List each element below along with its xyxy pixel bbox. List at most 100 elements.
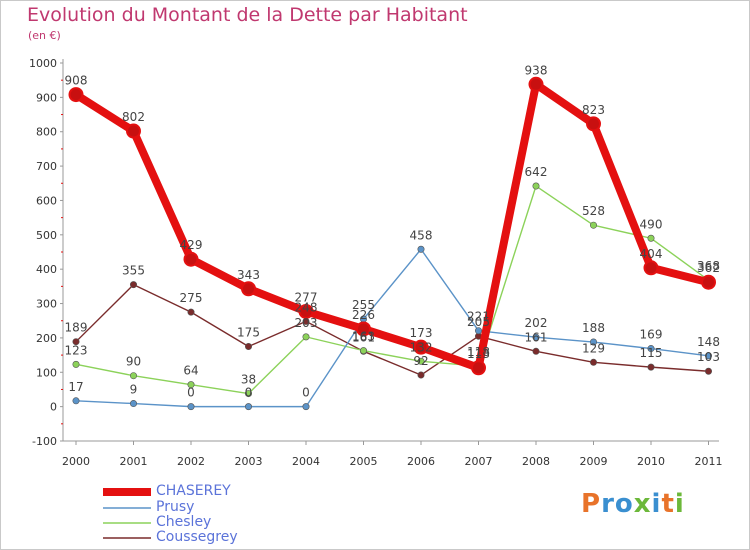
y-tick-label: 700 bbox=[36, 160, 57, 173]
data-point-chaserey bbox=[241, 281, 256, 297]
data-label-chaserey: 404 bbox=[640, 247, 663, 261]
data-point-chaserey bbox=[471, 360, 486, 376]
logo-letter: r bbox=[601, 489, 615, 519]
x-tick-label: 2007 bbox=[465, 455, 493, 468]
data-point-chaserey bbox=[68, 87, 84, 103]
data-point-prusy bbox=[130, 400, 138, 408]
data-label-chesley: 132 bbox=[410, 340, 433, 354]
data-label-chesley: 64 bbox=[183, 364, 198, 378]
series-line-prusy bbox=[75, 248, 710, 408]
data-label-chesley: 123 bbox=[65, 343, 88, 357]
data-point-prusy bbox=[474, 327, 482, 335]
data-label-prusy: 17 bbox=[68, 380, 83, 394]
data-point-chesley bbox=[532, 182, 540, 190]
data-point-coussegrey bbox=[589, 358, 597, 366]
data-point-chaserey bbox=[126, 123, 141, 139]
chart-subtitle: (en €) bbox=[28, 29, 61, 42]
data-point-prusy bbox=[704, 352, 712, 360]
data-point-chesley bbox=[647, 234, 655, 242]
data-label-chesley: 368 bbox=[697, 259, 720, 273]
data-point-prusy bbox=[589, 338, 597, 346]
data-point-coussegrey bbox=[417, 371, 425, 379]
data-label-prusy: 0 bbox=[302, 386, 310, 400]
y-tick-label: 300 bbox=[36, 298, 57, 311]
proxiti-logo: Proxiti bbox=[581, 489, 685, 519]
data-label-chesley: 90 bbox=[126, 355, 141, 369]
logo-letter: x bbox=[633, 489, 652, 519]
chart-title: Evolution du Montant de la Dette par Hab… bbox=[27, 4, 468, 26]
data-label-coussegrey: 248 bbox=[295, 300, 318, 314]
data-label-chesley: 490 bbox=[640, 217, 663, 231]
x-tick-label: 2008 bbox=[522, 455, 550, 468]
data-label-chaserey: 802 bbox=[122, 110, 145, 124]
data-point-chaserey bbox=[356, 321, 371, 337]
y-tick-label: 400 bbox=[36, 263, 57, 276]
logo-letter: i bbox=[651, 489, 662, 519]
data-point-prusy bbox=[417, 245, 425, 253]
data-point-chesley bbox=[302, 333, 310, 341]
data-point-prusy bbox=[187, 403, 195, 411]
data-point-chaserey bbox=[413, 339, 429, 355]
data-label-chaserey: 343 bbox=[237, 268, 260, 282]
data-point-chesley bbox=[359, 347, 367, 355]
legend-label-chaserey: CHASEREY bbox=[156, 483, 231, 499]
y-tick-label: -100 bbox=[32, 435, 57, 448]
y-tick-label: 600 bbox=[36, 194, 57, 207]
legend-label-prusy: Prusy bbox=[156, 499, 195, 515]
data-label-chaserey: 823 bbox=[582, 103, 605, 117]
data-point-prusy bbox=[245, 403, 253, 411]
x-tick-label: 2002 bbox=[177, 455, 205, 468]
data-label-chaserey: 173 bbox=[410, 326, 433, 340]
x-tick-label: 2000 bbox=[62, 455, 90, 468]
data-label-coussegrey: 355 bbox=[122, 264, 145, 278]
legend-swatch-chaserey bbox=[103, 488, 151, 496]
data-label-prusy: 255 bbox=[352, 298, 375, 312]
data-label-prusy: 0 bbox=[187, 386, 195, 400]
series-line-chesley bbox=[75, 185, 710, 395]
x-tick-label: 2006 bbox=[407, 455, 435, 468]
data-label-chesley: 118 bbox=[467, 345, 490, 359]
data-label-coussegrey: 103 bbox=[697, 350, 720, 364]
data-point-coussegrey bbox=[130, 281, 138, 289]
logo-letter: t bbox=[661, 489, 675, 519]
y-tick-label: 200 bbox=[36, 332, 57, 345]
y-tick-label: 100 bbox=[36, 366, 57, 379]
data-label-chaserey: 277 bbox=[295, 290, 318, 304]
data-point-prusy bbox=[72, 397, 80, 405]
data-label-prusy: 188 bbox=[582, 321, 605, 335]
data-point-chaserey bbox=[183, 251, 199, 267]
legend-label-chesley: Chesley bbox=[156, 514, 212, 530]
data-label-prusy: 202 bbox=[525, 316, 548, 330]
data-label-prusy: 9 bbox=[130, 383, 138, 397]
data-label-chaserey: 938 bbox=[525, 63, 548, 77]
data-point-prusy bbox=[302, 403, 310, 411]
x-tick-label: 2004 bbox=[292, 455, 320, 468]
y-tick-label: 900 bbox=[36, 91, 57, 104]
data-label-chesley: 528 bbox=[582, 204, 605, 218]
data-label-coussegrey: 161 bbox=[352, 330, 375, 344]
logo-letter: o bbox=[614, 489, 634, 519]
data-label-chaserey: 429 bbox=[180, 238, 203, 252]
data-point-chaserey bbox=[528, 76, 544, 92]
y-tick-label: 800 bbox=[36, 126, 57, 139]
data-point-chesley bbox=[130, 372, 138, 380]
x-tick-label: 2001 bbox=[120, 455, 148, 468]
x-tick-label: 2009 bbox=[580, 455, 608, 468]
series-line-coussegrey bbox=[75, 283, 710, 376]
data-label-chesley: 642 bbox=[525, 165, 548, 179]
x-tick-label: 2003 bbox=[235, 455, 263, 468]
data-label-prusy: 221 bbox=[467, 310, 490, 324]
x-tick-label: 2010 bbox=[637, 455, 665, 468]
data-label-coussegrey: 161 bbox=[525, 330, 548, 344]
legend-swatch-coussegrey bbox=[103, 537, 151, 539]
data-point-coussegrey bbox=[72, 338, 80, 346]
data-label-coussegrey: 275 bbox=[180, 291, 203, 305]
data-label-coussegrey: 189 bbox=[65, 321, 88, 335]
data-point-chaserey bbox=[701, 274, 716, 290]
logo-letter: P bbox=[581, 489, 602, 519]
data-point-chesley bbox=[245, 390, 253, 398]
x-tick-label: 2005 bbox=[350, 455, 378, 468]
data-label-coussegrey: 129 bbox=[582, 341, 605, 355]
